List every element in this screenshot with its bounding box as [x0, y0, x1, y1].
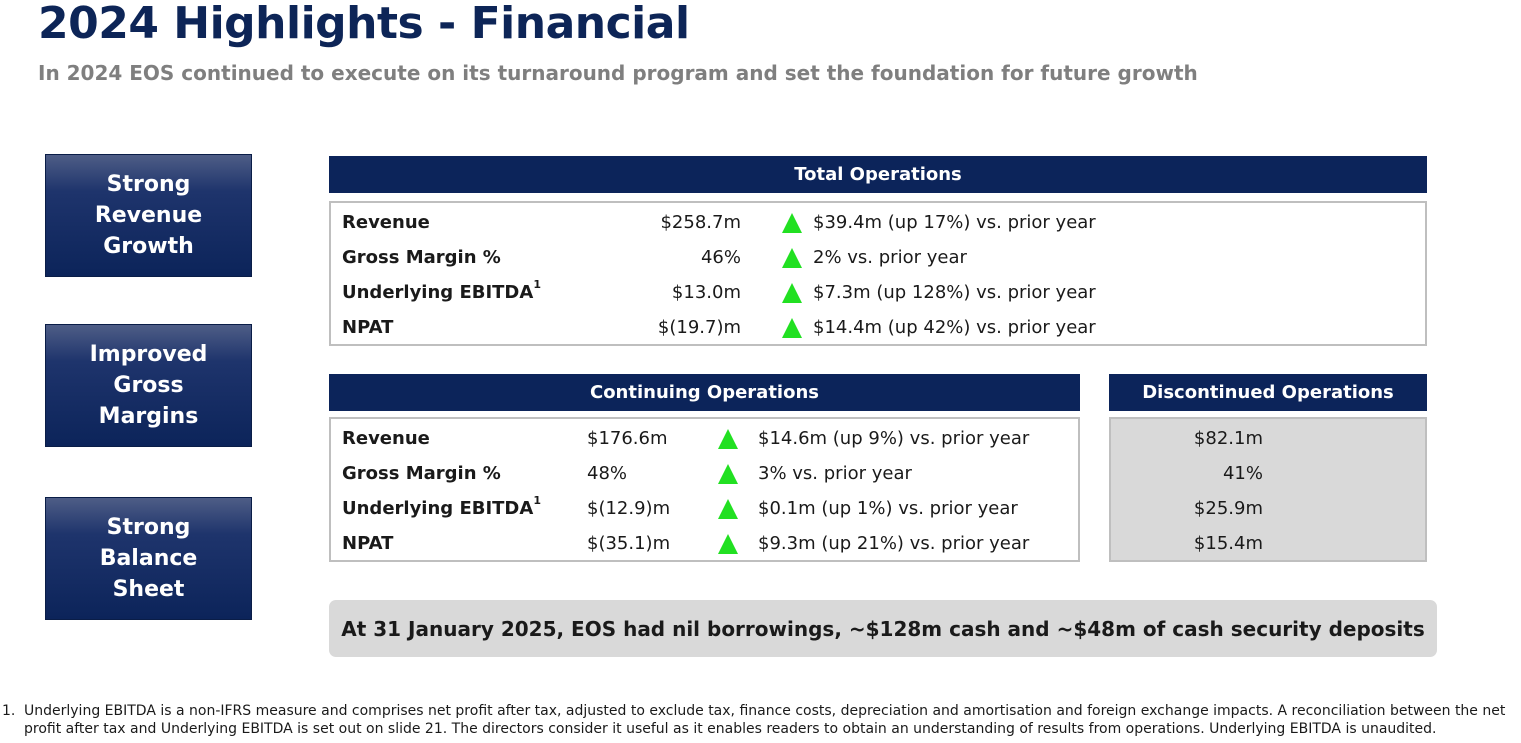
cash-callout: At 31 January 2025, EOS had nil borrowin…	[329, 600, 1437, 657]
row-change: $0.1m (up 1%) vs. prior year	[758, 498, 1018, 519]
up-arrow-icon	[782, 317, 802, 338]
pillar-revenue-growth: Strong Revenue Growth	[45, 154, 252, 277]
row-value: $(12.9)m	[587, 498, 671, 519]
table-row: Underlying EBITDA1 $(12.9)m $0.1m (up 1%…	[331, 491, 1078, 526]
table-row: $15.4m	[1111, 526, 1425, 561]
pillar-gross-margins: Improved Gross Margins	[45, 324, 252, 447]
table-row: $82.1m	[1111, 421, 1425, 456]
row-value: $258.7m	[660, 212, 741, 233]
row-value: 46%	[700, 247, 741, 268]
row-change: 2% vs. prior year	[813, 247, 967, 268]
row-change: $39.4m (up 17%) vs. prior year	[813, 212, 1096, 233]
pillar-label: Improved Gross Margins	[89, 342, 208, 429]
row-value: $25.9m	[1193, 498, 1263, 519]
pillar-label: Strong Revenue Growth	[94, 172, 203, 259]
discontinued-operations-table: $82.1m 41% $25.9m $15.4m	[1109, 417, 1427, 562]
continuing-operations-header: Continuing Operations	[329, 374, 1080, 411]
up-arrow-icon	[718, 463, 738, 484]
table-row: $25.9m	[1111, 491, 1425, 526]
row-label: Gross Margin %	[342, 247, 501, 268]
footnote-number: 1.	[2, 703, 16, 719]
row-label: NPAT	[342, 533, 394, 554]
row-value: $(35.1)m	[587, 533, 671, 554]
table-row: Revenue $258.7m $39.4m (up 17%) vs. prio…	[331, 205, 1425, 240]
row-change: 3% vs. prior year	[758, 463, 912, 484]
row-value: $13.0m	[671, 282, 741, 303]
row-label: Revenue	[342, 212, 430, 233]
row-value: 48%	[587, 463, 628, 484]
up-arrow-icon	[718, 533, 738, 554]
row-value: $82.1m	[1193, 428, 1263, 449]
row-value: $176.6m	[587, 428, 668, 449]
row-change: $7.3m (up 128%) vs. prior year	[813, 282, 1096, 303]
row-change: $9.3m (up 21%) vs. prior year	[758, 533, 1030, 554]
pillar-label: Strong Balance Sheet	[99, 515, 198, 602]
row-value: $(19.7)m	[657, 317, 741, 338]
row-label: NPAT	[342, 317, 394, 338]
row-value: $15.4m	[1193, 533, 1263, 554]
page-subtitle: In 2024 EOS continued to execute on its …	[38, 61, 1198, 85]
up-arrow-icon	[782, 212, 802, 233]
up-arrow-icon	[782, 282, 802, 303]
table-row: 41%	[1111, 456, 1425, 491]
footnote: 1. Underlying EBITDA is a non-IFRS measu…	[2, 702, 1517, 738]
up-arrow-icon	[718, 428, 738, 449]
continuing-operations-table: Revenue $176.6m $14.6m (up 9%) vs. prior…	[329, 417, 1080, 562]
row-label: Revenue	[342, 428, 430, 449]
table-row: Gross Margin % 46% 2% vs. prior year	[331, 240, 1425, 275]
up-arrow-icon	[782, 247, 802, 268]
table-row: NPAT $(35.1)m $9.3m (up 21%) vs. prior y…	[331, 526, 1078, 561]
row-label: Underlying EBITDA1	[342, 278, 541, 303]
footnote-text: Underlying EBITDA is a non-IFRS measure …	[24, 703, 1506, 737]
row-change: $14.6m (up 9%) vs. prior year	[758, 428, 1030, 449]
row-change: $14.4m (up 42%) vs. prior year	[813, 317, 1096, 338]
row-label: Underlying EBITDA1	[342, 494, 541, 519]
pillar-balance-sheet: Strong Balance Sheet	[45, 497, 252, 620]
page-title: 2024 Highlights - Financial	[38, 0, 690, 49]
total-operations-table: Revenue $258.7m $39.4m (up 17%) vs. prio…	[329, 201, 1427, 346]
up-arrow-icon	[718, 498, 738, 519]
table-row: Underlying EBITDA1 $13.0m $7.3m (up 128%…	[331, 275, 1425, 310]
discontinued-operations-header: Discontinued Operations	[1109, 374, 1427, 411]
table-row: Gross Margin % 48% 3% vs. prior year	[331, 456, 1078, 491]
table-row: Revenue $176.6m $14.6m (up 9%) vs. prior…	[331, 421, 1078, 456]
row-value: 41%	[1222, 463, 1263, 484]
row-label: Gross Margin %	[342, 463, 501, 484]
table-row: NPAT $(19.7)m $14.4m (up 42%) vs. prior …	[331, 310, 1425, 345]
total-operations-header: Total Operations	[329, 156, 1427, 193]
